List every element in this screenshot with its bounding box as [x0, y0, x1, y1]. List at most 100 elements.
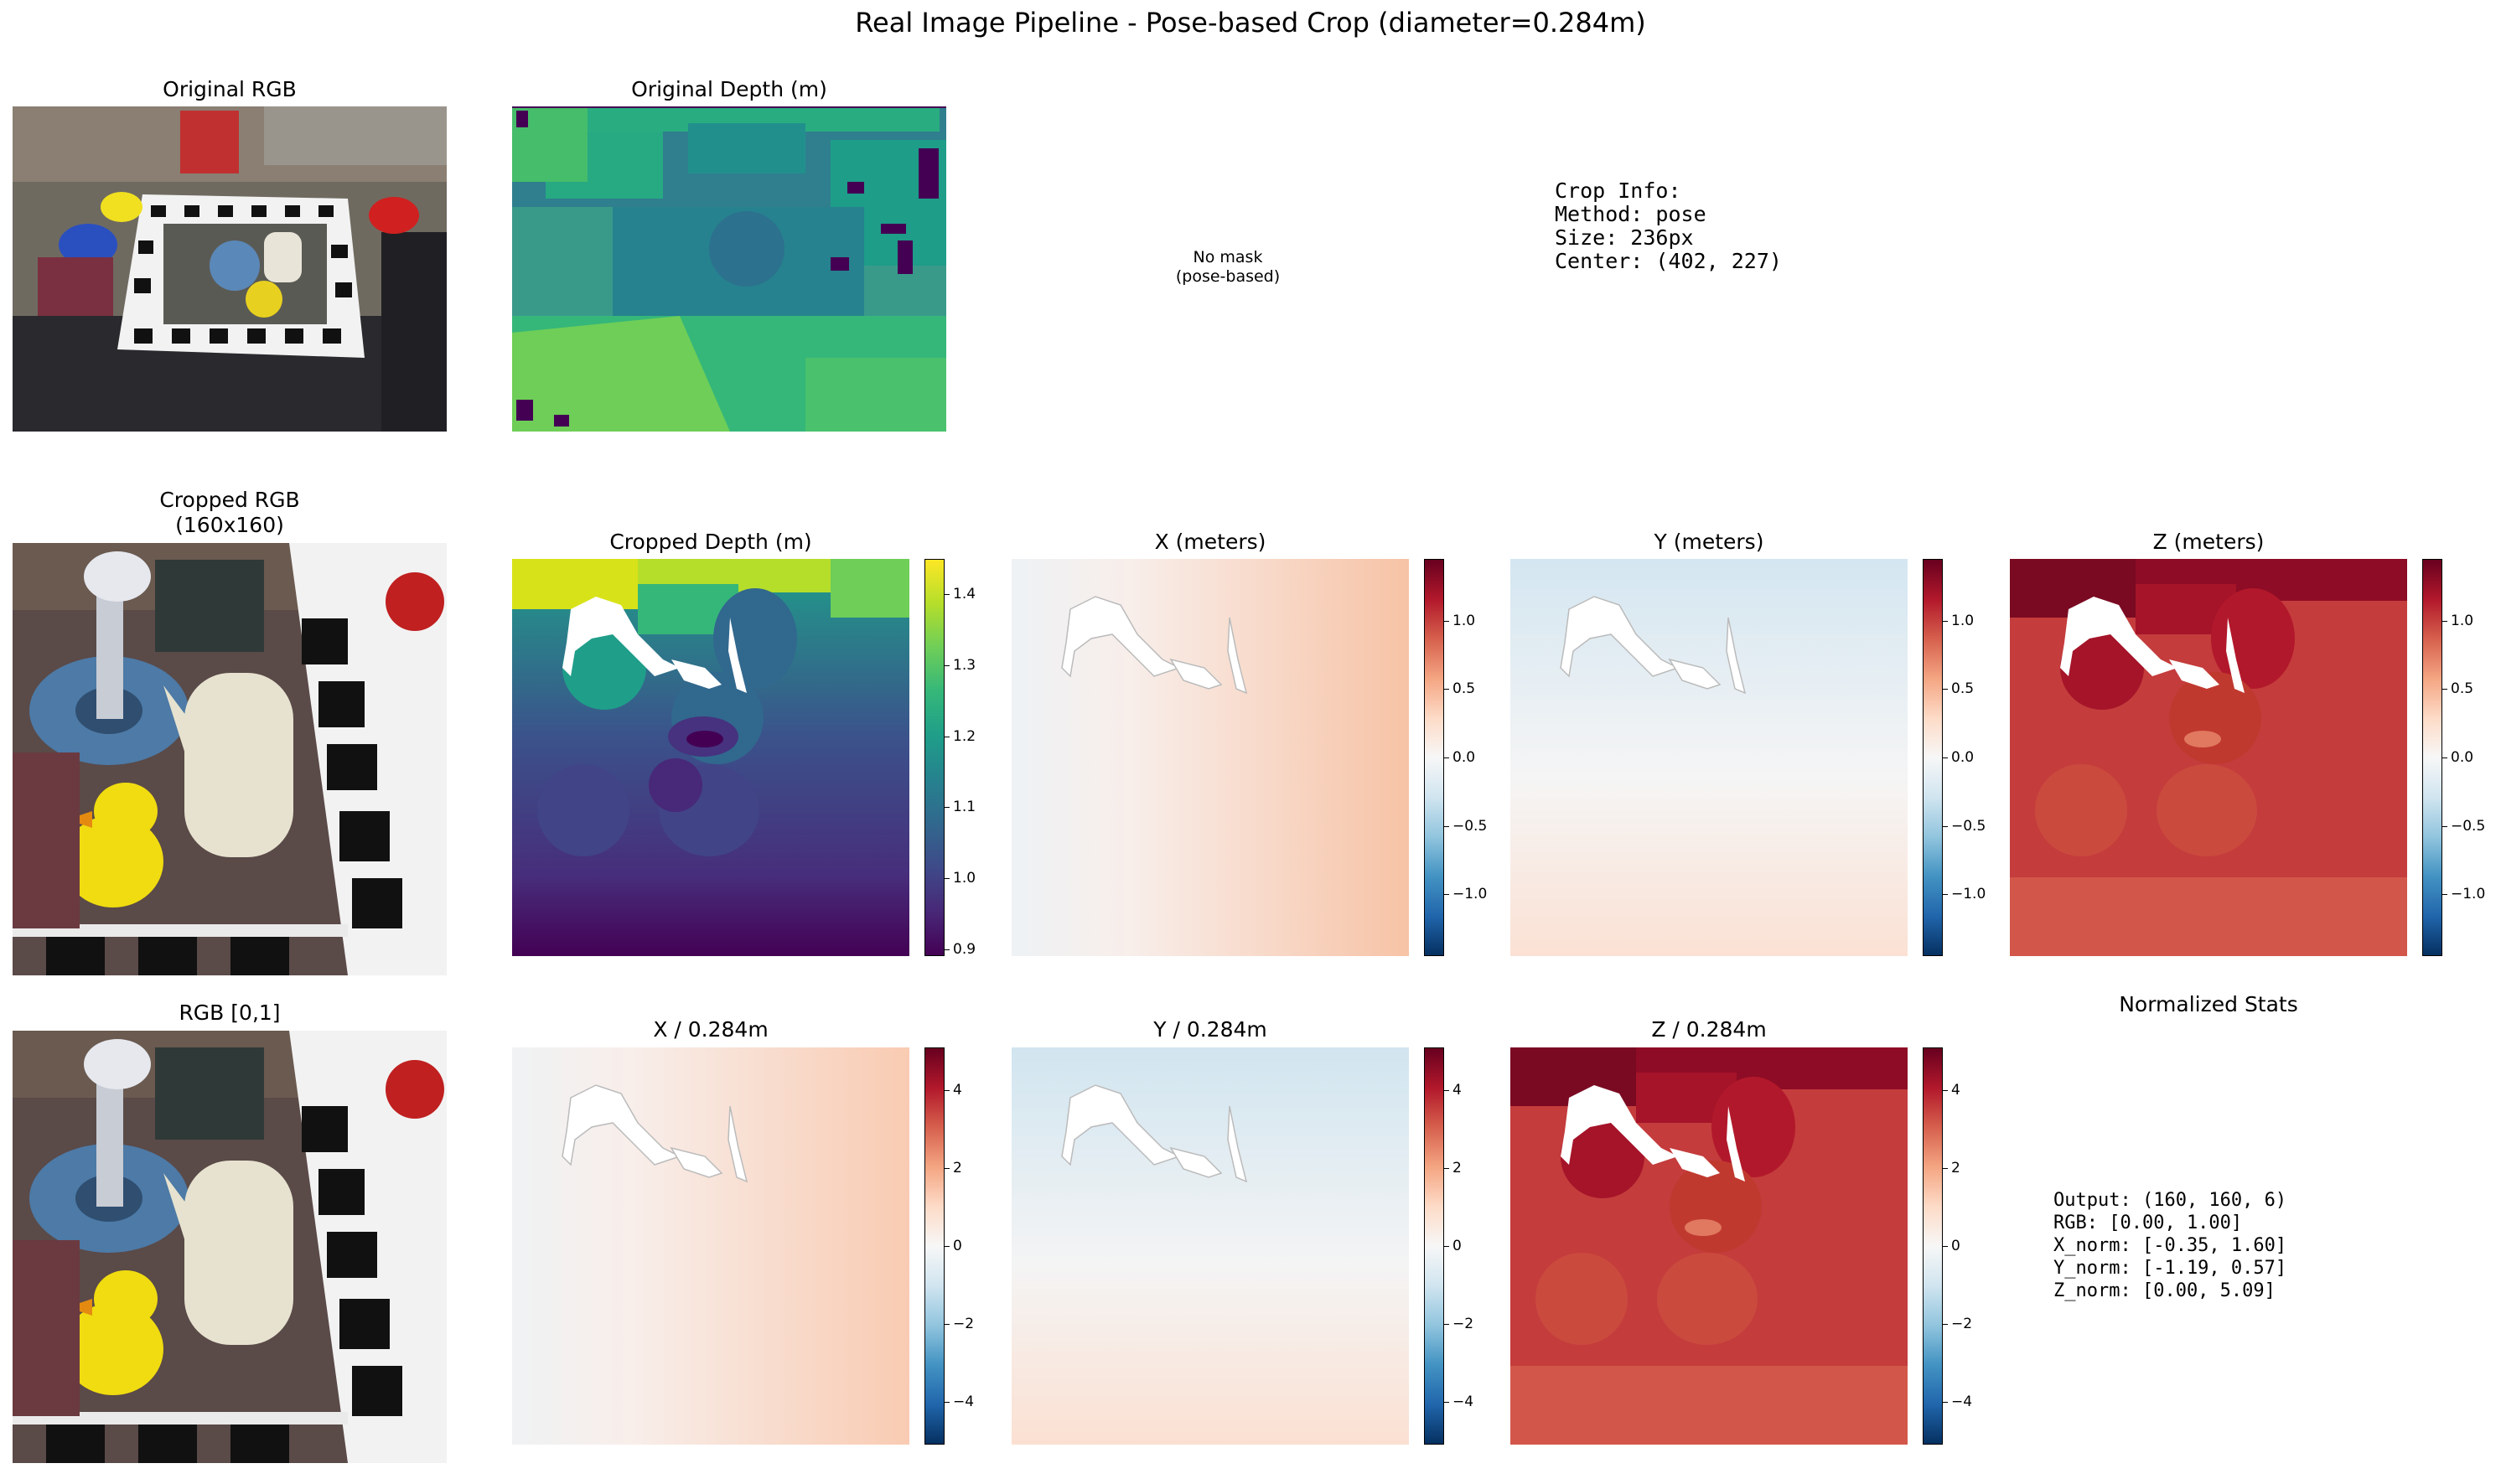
colorbar-tick-label: −4 — [1452, 1394, 1474, 1410]
x-norm-heatmap — [512, 1047, 909, 1445]
z-norm-colorbar — [1923, 1047, 1943, 1445]
y-norm-title: Y / 0.284m — [1153, 1017, 1267, 1042]
colorbar-tick-mark — [945, 807, 950, 808]
colorbar-tick-mark — [1943, 689, 1948, 690]
z-meters-title: Z (meters) — [2152, 530, 2265, 554]
colorbar-tick-mark — [945, 1168, 950, 1169]
y-norm-heatmap — [1012, 1047, 1409, 1445]
x-norm-colorbar — [924, 1047, 945, 1445]
original-rgb-image — [13, 106, 447, 432]
colorbar-tick-mark — [1444, 1402, 1449, 1403]
colorbar-tick-mark — [1943, 894, 1948, 895]
x-meters-colorbar — [1424, 559, 1444, 956]
colorbar-tick-label: 2 — [1452, 1160, 1462, 1176]
colorbar-tick-label: −0.5 — [2451, 818, 2486, 835]
cropped-depth-image — [512, 559, 909, 956]
x-norm-title: X / 0.284m — [653, 1017, 769, 1042]
colorbar-tick-mark — [1444, 894, 1449, 895]
colorbar-tick-mark — [945, 1090, 950, 1091]
colorbar-tick-label: 0.5 — [2451, 680, 2474, 697]
colorbar-tick-label: −2 — [1951, 1316, 1973, 1332]
figure-title: Real Image Pipeline - Pose-based Crop (d… — [855, 7, 1646, 39]
colorbar-tick-label: −0.5 — [1452, 818, 1488, 835]
colorbar-tick-mark — [1444, 1168, 1449, 1169]
colorbar-tick-mark — [1943, 1090, 1948, 1091]
colorbar-tick-label: −2 — [1452, 1316, 1474, 1332]
colorbar-tick-label: 1.1 — [953, 799, 976, 815]
colorbar-tick-label: −2 — [953, 1316, 975, 1332]
normalized-stats-title: Normalized Stats — [2119, 992, 2298, 1016]
colorbar-tick-mark — [1444, 1324, 1449, 1325]
depth-colorbar — [924, 559, 945, 956]
colorbar-tick-mark — [945, 594, 950, 595]
colorbar-tick-label: −1.0 — [1452, 886, 1488, 902]
colorbar-tick-label: 2 — [1951, 1160, 1960, 1176]
colorbar-tick-label: 1.0 — [1951, 613, 1975, 629]
crop-info-text: Crop Info: Method: pose Size: 236px Cent… — [1555, 178, 1782, 273]
colorbar-tick-label: 0 — [1951, 1238, 1960, 1254]
colorbar-tick-mark — [1444, 826, 1449, 827]
y-meters-colorbar — [1923, 559, 1943, 956]
colorbar-tick-mark — [1444, 621, 1449, 622]
colorbar-tick-mark — [2442, 689, 2447, 690]
colorbar-tick-label: 1.4 — [953, 586, 976, 602]
rgb01-title: RGB [0,1] — [179, 1001, 281, 1025]
cropped-rgb-title: Cropped RGB (160x160) — [159, 488, 300, 537]
colorbar-tick-mark — [1444, 1090, 1449, 1091]
colorbar-tick-mark — [2442, 894, 2447, 895]
colorbar-tick-mark — [1943, 1324, 1948, 1325]
original-depth-image — [512, 106, 946, 432]
cropped-rgb-image — [13, 543, 447, 975]
colorbar-tick-mark — [945, 1402, 950, 1403]
z-norm-title: Z / 0.284m — [1651, 1017, 1767, 1042]
colorbar-tick-label: 1.0 — [1452, 613, 1476, 629]
colorbar-tick-label: −4 — [1951, 1394, 1973, 1410]
colorbar-tick-mark — [945, 1324, 950, 1325]
colorbar-tick-label: −0.5 — [1951, 818, 1986, 835]
colorbar-tick-label: −1.0 — [2451, 886, 2486, 902]
colorbar-tick-label: 0.5 — [1452, 680, 1476, 697]
colorbar-tick-mark — [2442, 826, 2447, 827]
original-depth-title: Original Depth (m) — [631, 77, 827, 101]
colorbar-tick-label: 0.0 — [1951, 749, 1975, 766]
cropped-depth-title: Cropped Depth (m) — [609, 530, 812, 554]
z-meters-heatmap — [2010, 559, 2407, 956]
colorbar-tick-mark — [945, 665, 950, 666]
colorbar-tick-mark — [1943, 1168, 1948, 1169]
y-norm-colorbar — [1424, 1047, 1444, 1445]
colorbar-tick-mark — [1943, 621, 1948, 622]
colorbar-tick-label: 1.0 — [2451, 613, 2474, 629]
y-meters-heatmap — [1510, 559, 1908, 956]
z-meters-colorbar — [2422, 559, 2442, 956]
colorbar-tick-label: 0.9 — [953, 941, 976, 958]
colorbar-tick-mark — [945, 949, 950, 950]
colorbar-tick-label: 0.5 — [1951, 680, 1975, 697]
colorbar-tick-mark — [1943, 826, 1948, 827]
colorbar-tick-label: 2 — [953, 1160, 962, 1176]
x-meters-title: X (meters) — [1154, 530, 1266, 554]
normalized-stats-text: Output: (160, 160, 6) RGB: [0.00, 1.00] … — [2053, 1190, 2287, 1301]
colorbar-tick-mark — [2442, 621, 2447, 622]
colorbar-tick-label: 0.0 — [2451, 749, 2474, 766]
colorbar-tick-label: 0 — [1452, 1238, 1462, 1254]
colorbar-tick-label: 1.0 — [953, 870, 976, 887]
colorbar-tick-mark — [1444, 689, 1449, 690]
colorbar-tick-label: 1.3 — [953, 657, 976, 674]
colorbar-tick-label: −4 — [953, 1394, 975, 1410]
colorbar-tick-mark — [1943, 1246, 1948, 1247]
colorbar-tick-label: −1.0 — [1951, 886, 1986, 902]
colorbar-tick-mark — [1444, 1246, 1449, 1247]
colorbar-tick-label: 4 — [1951, 1082, 1960, 1099]
colorbar-tick-label: 1.2 — [953, 728, 976, 745]
colorbar-tick-mark — [1943, 1402, 1948, 1403]
colorbar-tick-label: 0 — [953, 1238, 962, 1254]
colorbar-tick-label: 4 — [953, 1082, 962, 1099]
rgb01-image — [13, 1030, 447, 1464]
original-rgb-title: Original RGB — [163, 77, 297, 101]
colorbar-tick-mark — [945, 1246, 950, 1247]
colorbar-tick-mark — [945, 878, 950, 879]
y-meters-title: Y (meters) — [1654, 530, 1764, 554]
x-meters-heatmap — [1012, 559, 1409, 956]
colorbar-tick-label: 0.0 — [1452, 749, 1476, 766]
no-mask-note: No mask (pose-based) — [1175, 248, 1281, 286]
